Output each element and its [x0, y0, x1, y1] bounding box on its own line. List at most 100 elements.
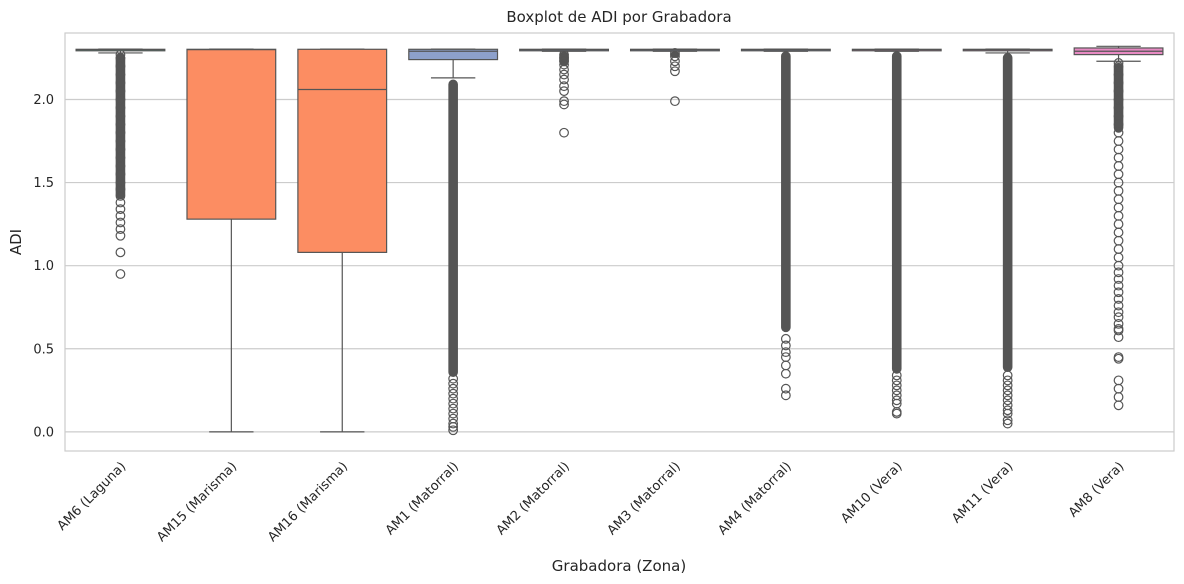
flier-point — [1002, 385, 1013, 396]
flier-point — [891, 370, 902, 381]
flier-point — [1113, 294, 1124, 304]
flier-point — [1113, 161, 1124, 171]
flier-point — [559, 53, 569, 63]
x-tick-label: AM1 (Matorral) — [383, 459, 462, 538]
flier-point — [780, 340, 791, 351]
flier-point — [670, 96, 680, 107]
y-tick-labels: 0.0 0.5 1.0 1.5 2.0 — [33, 93, 54, 440]
x-tick-labels: AM6 (Laguna) AM15 (Marisma) AM16 (Marisma)… — [55, 459, 1128, 545]
flier-point — [115, 190, 126, 201]
flier-point — [670, 56, 680, 67]
flier-point — [559, 96, 569, 107]
flier-point — [115, 247, 126, 258]
box-iqr — [408, 48, 499, 61]
x-tick-label: AM3 (Matorral) — [605, 459, 684, 538]
flier-point — [1113, 144, 1124, 155]
flier-point — [1113, 252, 1124, 263]
flier-point — [1113, 280, 1124, 291]
x-tick-label: AM6 (Laguna) — [55, 459, 130, 534]
flier-point — [448, 393, 459, 404]
flier-point — [115, 204, 126, 215]
x-tick-label: AM11 (Vera) — [949, 459, 1016, 526]
y-tick-label: 2.0 — [33, 93, 54, 108]
flier-point — [448, 425, 459, 436]
flier-point — [559, 86, 569, 97]
flier-point — [1113, 185, 1124, 196]
flier-point — [448, 388, 459, 399]
flier-point — [1113, 300, 1124, 311]
flier-point — [1002, 395, 1013, 406]
flier-point — [1002, 370, 1013, 381]
flier-point — [891, 385, 902, 396]
flier-point — [559, 56, 569, 67]
flier-point — [1113, 287, 1124, 298]
flier-point — [115, 210, 126, 221]
x-axis-label: Grabadora (Zona) — [552, 557, 686, 575]
box-4 — [408, 48, 499, 436]
flier-point — [780, 352, 791, 362]
flier-point — [115, 269, 126, 279]
flier-point — [1113, 392, 1124, 402]
flier-point — [1113, 210, 1124, 221]
y-axis-label: ADI — [7, 229, 25, 255]
flier-point — [1002, 400, 1013, 411]
flier-point — [1113, 312, 1124, 323]
flier-point — [780, 390, 791, 401]
flier-point — [1113, 267, 1124, 278]
flier-point — [115, 230, 126, 241]
flier-point — [1113, 383, 1124, 394]
y-tick-label: 0.0 — [33, 425, 54, 440]
flier-point — [1113, 318, 1124, 329]
flier-point — [1113, 227, 1124, 238]
flier-point — [448, 398, 459, 409]
flier-point — [891, 380, 902, 391]
y-tick-label: 1.5 — [33, 176, 54, 191]
x-tick-label: AM4 (Matorral) — [716, 459, 795, 538]
flier-point — [559, 74, 569, 85]
flier-point — [559, 69, 569, 80]
flier-point — [780, 347, 791, 358]
flier-point — [670, 61, 680, 72]
x-tick-label: AM8 (Vera) — [1066, 459, 1127, 520]
box-8 — [851, 48, 942, 419]
flier-point — [1113, 152, 1124, 163]
flier-point — [891, 390, 902, 401]
chart-title: Boxplot de ADI por Grabadora — [506, 8, 731, 26]
flier-point — [1113, 194, 1124, 205]
y-tick-label: 0.5 — [33, 342, 54, 357]
plot-frame — [64, 32, 1175, 452]
flier-point — [670, 51, 680, 62]
flier-point — [115, 53, 126, 63]
flier-point — [1002, 380, 1013, 391]
flier-point — [115, 224, 126, 235]
box-6 — [629, 48, 720, 107]
flier-point — [1002, 405, 1013, 416]
flier-point — [780, 333, 791, 344]
flier-point — [1113, 307, 1124, 318]
flier-point — [1113, 352, 1124, 362]
flier-point — [1002, 375, 1013, 386]
flier-point — [1113, 235, 1124, 246]
flier-point — [448, 418, 459, 429]
flier-point — [1002, 418, 1013, 429]
flier-point — [1113, 244, 1124, 254]
flier-band — [891, 51, 902, 374]
flier-point — [780, 368, 791, 379]
flier-point — [115, 197, 126, 208]
flier-point — [559, 64, 569, 75]
y-tick-label: 1.0 — [33, 259, 54, 274]
flier-point — [780, 360, 791, 371]
flier-point — [559, 99, 569, 110]
flier-point — [1002, 415, 1013, 426]
x-tick-label: AM2 (Matorral) — [494, 459, 573, 538]
box-1 — [75, 48, 166, 279]
flier-point — [1113, 169, 1124, 180]
flier-point — [448, 383, 459, 394]
x-tick-label: AM15 (Marisma) — [154, 459, 240, 545]
flier-band — [781, 51, 791, 333]
flier-point — [1113, 274, 1124, 284]
flier-point — [1113, 375, 1124, 386]
flier-band — [448, 79, 458, 378]
x-tick-label: AM16 (Marisma) — [265, 459, 351, 545]
flier-point — [448, 408, 459, 419]
